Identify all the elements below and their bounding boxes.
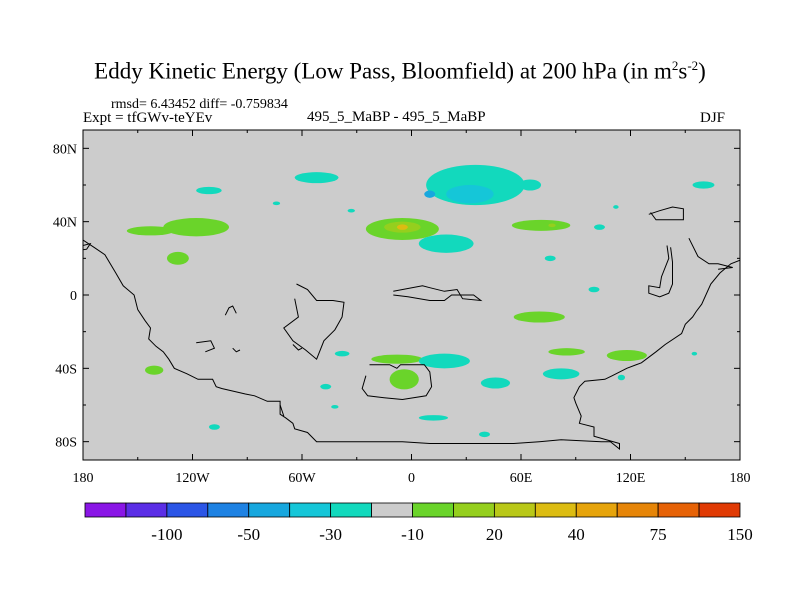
colorbar-swatch bbox=[207, 502, 250, 518]
colorbar-swatch bbox=[166, 502, 209, 518]
energy-region bbox=[166, 251, 189, 265]
x-tick-label: 120W bbox=[175, 471, 210, 486]
colorbar-swatch bbox=[84, 502, 127, 518]
colorbar-swatch bbox=[575, 502, 618, 518]
energy-region bbox=[544, 255, 556, 262]
season-label: DJF bbox=[700, 110, 726, 126]
coastline bbox=[393, 285, 483, 302]
coastline bbox=[224, 305, 237, 316]
energy-region bbox=[396, 224, 408, 230]
energy-region bbox=[606, 350, 647, 361]
y-tick-label: 80N bbox=[53, 142, 77, 157]
chart-title: Eddy Kinetic Energy (Low Pass, Bloomfiel… bbox=[94, 58, 706, 84]
coastline bbox=[232, 347, 241, 353]
energy-region bbox=[294, 172, 339, 184]
colorbar-swatch bbox=[616, 502, 659, 518]
coastline bbox=[361, 364, 433, 401]
experiment-label: Expt = tfGWv-teYEv bbox=[83, 110, 213, 126]
energy-region bbox=[548, 348, 585, 356]
coastlines bbox=[83, 206, 740, 451]
colorbar-label: -30 bbox=[319, 525, 342, 544]
coastline bbox=[283, 283, 345, 361]
colorbar-swatch bbox=[657, 502, 700, 518]
colorbar-label: -50 bbox=[237, 525, 260, 544]
colorbar-swatch bbox=[493, 502, 536, 518]
x-tick-label: 180 bbox=[73, 471, 94, 486]
coastline bbox=[292, 344, 303, 351]
energy-region bbox=[542, 368, 580, 380]
colorbar-swatch bbox=[125, 502, 168, 518]
energy-regions bbox=[126, 164, 715, 438]
plot-background bbox=[83, 130, 740, 460]
energy-region bbox=[594, 224, 605, 230]
colorbar-swatch bbox=[453, 502, 495, 518]
energy-region bbox=[479, 431, 490, 438]
colorbar-label: 150 bbox=[727, 525, 753, 544]
x-tick-label: 60E bbox=[510, 471, 533, 486]
x-tick-label: 60W bbox=[288, 471, 316, 486]
colorbar-label: 75 bbox=[650, 525, 667, 544]
x-tick-label: 120E bbox=[616, 471, 646, 486]
colorbar-swatch bbox=[698, 502, 741, 518]
colorbar-label: 40 bbox=[568, 525, 585, 544]
energy-region bbox=[691, 351, 698, 356]
energy-region bbox=[446, 185, 494, 204]
colorbar-label: 20 bbox=[486, 525, 503, 544]
energy-region bbox=[418, 353, 470, 369]
colorbar: -100 -50 -30 -10 20 40 75 150 bbox=[84, 502, 753, 544]
energy-region bbox=[480, 377, 511, 389]
coastline bbox=[196, 340, 216, 353]
colorbar-swatch bbox=[248, 502, 291, 518]
x-tick-label: 180 bbox=[730, 471, 751, 486]
energy-region bbox=[389, 369, 419, 390]
energy-region bbox=[320, 383, 332, 390]
coastline bbox=[83, 239, 740, 451]
y-tick-label: 80S bbox=[55, 436, 77, 451]
y-tick-label: 40N bbox=[53, 216, 77, 231]
energy-region bbox=[126, 226, 175, 236]
y-axis: 80N 40N 0 40S 80S bbox=[53, 142, 740, 451]
energy-region bbox=[613, 205, 619, 209]
coastline bbox=[688, 237, 733, 270]
coastline bbox=[648, 245, 673, 298]
energy-region bbox=[334, 350, 350, 357]
energy-region bbox=[331, 405, 339, 409]
energy-region bbox=[163, 218, 229, 237]
energy-region bbox=[418, 234, 474, 253]
energy-region bbox=[513, 311, 565, 323]
y-tick-label: 40S bbox=[55, 362, 77, 377]
energy-region bbox=[692, 181, 715, 189]
energy-region bbox=[588, 286, 600, 293]
colorbar-swatch bbox=[534, 502, 577, 518]
case-label: 495_5_MaBP - 495_5_MaBP bbox=[307, 109, 486, 125]
colorbar-swatch bbox=[289, 502, 332, 518]
energy-region bbox=[617, 374, 626, 381]
energy-region bbox=[418, 415, 448, 421]
coastline bbox=[279, 404, 285, 417]
energy-region bbox=[145, 365, 164, 375]
energy-region bbox=[371, 354, 423, 364]
energy-region bbox=[347, 208, 355, 213]
coastline bbox=[83, 242, 92, 251]
energy-region bbox=[208, 424, 220, 430]
y-tick-label: 0 bbox=[70, 289, 77, 304]
energy-region bbox=[511, 219, 571, 231]
energy-region bbox=[519, 179, 542, 191]
colorbar-swatch bbox=[371, 502, 413, 518]
energy-region bbox=[196, 186, 222, 195]
colorbar-label: -100 bbox=[151, 525, 182, 544]
energy-region bbox=[272, 201, 281, 206]
colorbar-label: -10 bbox=[401, 525, 424, 544]
energy-region bbox=[548, 223, 556, 228]
coastline bbox=[648, 206, 684, 221]
colorbar-swatch bbox=[412, 502, 454, 518]
x-tick-label: 0 bbox=[408, 471, 415, 486]
energy-region bbox=[424, 190, 436, 198]
x-axis: 180 120W 60W 0 60E 120E 180 bbox=[73, 130, 751, 486]
rmsd-diff-label: rmsd= 6.43452 diff= -0.759834 bbox=[111, 97, 288, 112]
colorbar-swatch bbox=[330, 502, 372, 518]
